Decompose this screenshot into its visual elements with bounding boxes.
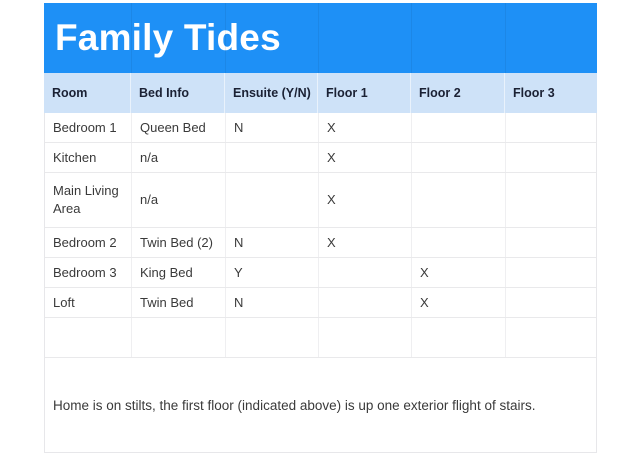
cell-floor2[interactable] <box>412 113 506 142</box>
cell-floor2[interactable] <box>412 173 506 227</box>
table-row: Kitchen n/a X <box>45 143 596 173</box>
cell-ensuite[interactable]: N <box>226 288 319 317</box>
cell-floor2[interactable] <box>412 143 506 172</box>
column-header-floor2[interactable]: Floor 2 <box>411 73 505 113</box>
cell-ensuite[interactable] <box>226 143 319 172</box>
page-title[interactable]: Family Tides <box>55 17 281 58</box>
cell-ensuite[interactable] <box>226 173 319 227</box>
cell-room[interactable]: Loft <box>45 288 132 317</box>
banner-column-divider <box>131 3 132 73</box>
cell-floor1[interactable]: X <box>319 228 412 257</box>
table-header-row: Room Bed Info Ensuite (Y/N) Floor 1 Floo… <box>44 73 597 113</box>
cell-floor2[interactable]: X <box>412 258 506 287</box>
cell-ensuite[interactable] <box>226 318 319 357</box>
table-body: Bedroom 1 Queen Bed N X Kitchen n/a X Ma… <box>44 113 597 358</box>
cell-floor3[interactable] <box>506 318 598 357</box>
cell-bedinfo[interactable]: n/a <box>132 143 226 172</box>
cell-floor1[interactable]: X <box>319 143 412 172</box>
cell-room[interactable]: Kitchen <box>45 143 132 172</box>
table-row-empty <box>45 318 596 358</box>
cell-floor1[interactable] <box>319 318 412 357</box>
cell-floor1[interactable]: X <box>319 173 412 227</box>
cell-floor3[interactable] <box>506 258 598 287</box>
cell-ensuite[interactable]: N <box>226 228 319 257</box>
cell-floor2[interactable] <box>412 228 506 257</box>
cell-floor3[interactable] <box>506 113 598 142</box>
cell-room[interactable]: Bedroom 2 <box>45 228 132 257</box>
cell-floor1[interactable]: X <box>319 113 412 142</box>
banner-column-divider <box>411 3 412 73</box>
title-banner: Family Tides <box>44 3 597 73</box>
cell-ensuite[interactable]: Y <box>226 258 319 287</box>
table-row: Bedroom 1 Queen Bed N X <box>45 113 596 143</box>
table-row: Bedroom 2 Twin Bed (2) N X <box>45 228 596 258</box>
cell-room[interactable]: Main Living Area <box>45 173 132 227</box>
table-sheet: Family Tides Room Bed Info Ensuite (Y/N)… <box>44 3 597 453</box>
cell-floor2[interactable] <box>412 318 506 357</box>
cell-floor1[interactable] <box>319 288 412 317</box>
banner-column-divider <box>225 3 226 73</box>
table-row: Main Living Area n/a X <box>45 173 596 228</box>
cell-ensuite[interactable]: N <box>226 113 319 142</box>
cell-bedinfo[interactable] <box>132 318 226 357</box>
cell-floor3[interactable] <box>506 228 598 257</box>
cell-bedinfo[interactable]: n/a <box>132 173 226 227</box>
cell-floor3[interactable] <box>506 288 598 317</box>
cell-floor3[interactable] <box>506 143 598 172</box>
cell-room[interactable]: Bedroom 1 <box>45 113 132 142</box>
cell-room[interactable]: Bedroom 3 <box>45 258 132 287</box>
column-header-room[interactable]: Room <box>44 73 131 113</box>
cell-bedinfo[interactable]: Twin Bed <box>132 288 226 317</box>
cell-bedinfo[interactable]: King Bed <box>132 258 226 287</box>
banner-column-divider <box>318 3 319 73</box>
footer-note-row: Home is on stilts, the first floor (indi… <box>44 358 597 453</box>
cell-bedinfo[interactable]: Queen Bed <box>132 113 226 142</box>
footer-note[interactable]: Home is on stilts, the first floor (indi… <box>53 397 536 413</box>
cell-bedinfo[interactable]: Twin Bed (2) <box>132 228 226 257</box>
column-header-floor1[interactable]: Floor 1 <box>318 73 411 113</box>
banner-column-divider <box>505 3 506 73</box>
column-header-floor3[interactable]: Floor 3 <box>513 86 555 100</box>
table-row: Loft Twin Bed N X <box>45 288 596 318</box>
cell-floor2[interactable]: X <box>412 288 506 317</box>
cell-room[interactable] <box>45 318 132 357</box>
column-header-ensuite[interactable]: Ensuite (Y/N) <box>225 73 318 113</box>
cell-floor1[interactable] <box>319 258 412 287</box>
column-header-bedinfo[interactable]: Bed Info <box>131 73 225 113</box>
table-row: Bedroom 3 King Bed Y X <box>45 258 596 288</box>
cell-floor3[interactable] <box>506 173 598 227</box>
